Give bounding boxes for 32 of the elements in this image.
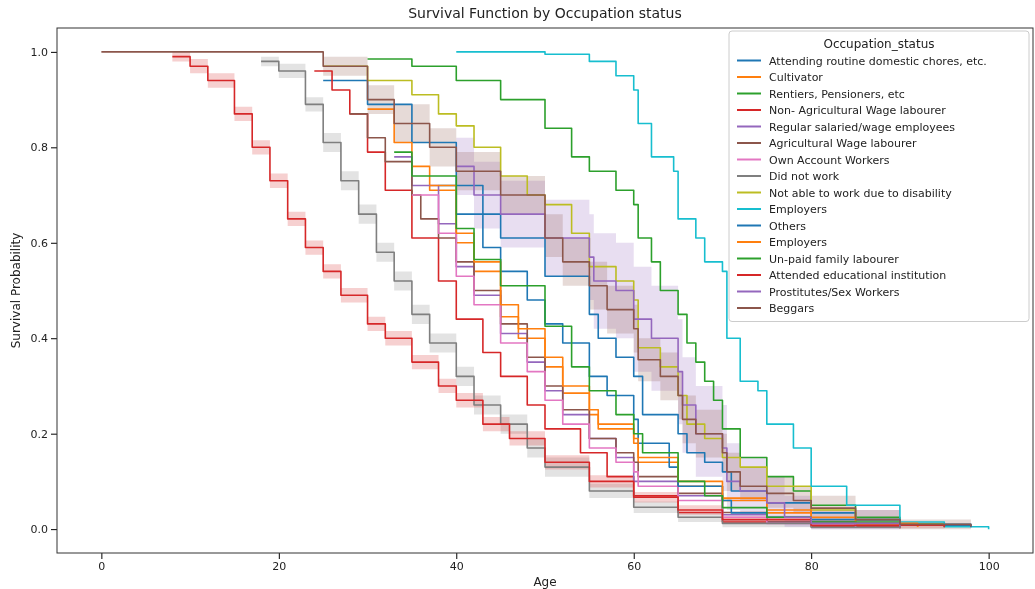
y-tick-label: 1.0: [30, 45, 48, 59]
legend-label: Employers: [769, 236, 828, 249]
legend-label: Others: [769, 219, 807, 233]
y-tick-label: 0.8: [30, 141, 48, 155]
y-axis-title: Survival Probability: [9, 232, 23, 349]
x-tick-label: 100: [978, 559, 1000, 573]
legend-label: Regular salaried/wage employees: [769, 120, 956, 134]
legend-label: Attended educational institution: [769, 269, 947, 282]
x-tick-label: 0: [98, 559, 106, 573]
x-tick-label: 40: [449, 559, 464, 573]
legend-label: Beggars: [769, 302, 815, 315]
legend-label: Own Account Workers: [769, 153, 890, 167]
legend-label: Un-paid family labourer: [769, 252, 900, 266]
legend-label: Did not work: [769, 170, 840, 183]
y-tick-label: 0.4: [30, 332, 48, 346]
x-tick-label: 20: [272, 559, 287, 573]
chart-title: Survival Function by Occupation status: [408, 5, 682, 21]
y-tick-label: 0.6: [30, 236, 48, 250]
legend-label: Cultivator: [769, 71, 824, 84]
x-axis-title: Age: [533, 575, 557, 589]
legend-label: Not able to work due to disability: [769, 186, 953, 200]
x-tick-label: 80: [804, 559, 819, 573]
legend-label: Prostitutes/Sex Workers: [769, 285, 900, 299]
legend-title: Occupation_status: [823, 37, 935, 51]
legend-label: Employers: [769, 203, 828, 216]
y-tick-label: 0.2: [30, 427, 48, 441]
legend-label: Agricultural Wage labourer: [769, 137, 917, 150]
x-tick-label: 60: [627, 559, 642, 573]
legend-label: Attending routine domestic chores, etc.: [769, 54, 987, 68]
legend-label: Non- Agricultural Wage labourer: [769, 104, 947, 117]
y-tick-label: 0.0: [30, 523, 48, 537]
legend-label: Rentiers, Pensioners, etc: [769, 87, 905, 101]
